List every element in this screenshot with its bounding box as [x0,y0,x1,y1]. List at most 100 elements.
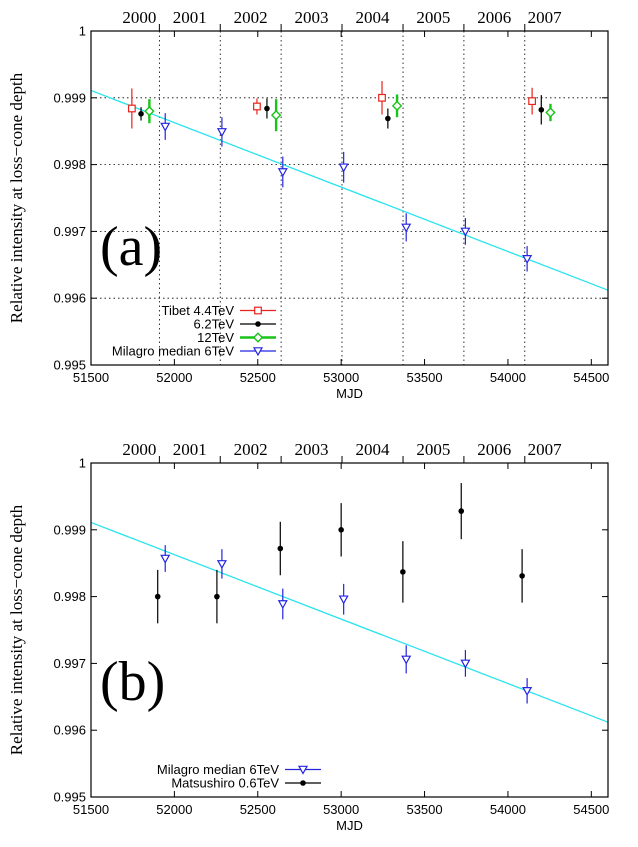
legend-marker [254,306,262,315]
y-tick-label: 1 [79,24,86,39]
data-point [400,569,406,575]
x-tick-label: 53500 [406,370,442,385]
y-axis-label: Relative intensity at loss−cone depth [7,72,26,323]
y-tick-label: 1 [79,456,86,471]
data-point [391,100,403,112]
x-tick-label: 54000 [490,802,526,817]
y-tick-label: 0.998 [53,589,86,604]
series-6-2tev [138,95,545,129]
fit-layer [90,521,609,723]
legend-marker [300,780,306,786]
year-label: 2001 [173,440,207,459]
data-point [264,105,270,112]
data-point [385,115,391,122]
x-axis-label: MJD [336,818,363,833]
tick-layer: 51500 52000 52500 53000 53500 54000 54500 0.995… [53,8,609,385]
y-tick-label: 0.996 [53,291,86,306]
year-label: 2006 [477,440,511,459]
data-point [378,93,386,102]
fit-line [90,89,609,291]
year-label: 2005 [416,8,450,27]
legend-marker [252,332,264,343]
data-point [338,527,344,533]
data-point [519,573,525,579]
year-label: 2005 [416,440,450,459]
legend-entry-12tev: 12TeV [197,330,276,345]
series-tibet-4-4tev [127,81,537,129]
year-label: 2004 [356,8,391,27]
series-12tev [144,94,556,132]
data-point [522,254,533,265]
year-label: 2002 [234,8,268,27]
fit-line [90,521,609,723]
year-label: 2007 [528,440,563,459]
data-point [338,595,349,605]
year-label: 2000 [122,8,156,27]
data-point [277,600,288,610]
y-tick-label: 0.997 [53,656,86,671]
x-tick-label: 53000 [323,802,359,817]
data-point [160,122,171,132]
data-point [216,128,227,138]
legend-label: 6.2TeV [194,317,235,332]
data-point [401,655,412,665]
data-point [401,223,412,233]
legend-label: Milagro median 6TeV [112,344,234,359]
data-point [253,102,261,111]
data-point [460,227,471,237]
data-point [545,107,556,118]
fit-layer [90,89,609,291]
y-tick-label: 0.999 [53,522,86,537]
plot-frame [90,30,609,366]
legend-entry-tibet-4-4tev: Tibet 4.4TeV [161,303,276,318]
series-milagro-median-6tev [160,545,533,704]
data-point [144,105,155,117]
x-tick-label: 52000 [156,370,192,385]
legend-marker [297,765,309,775]
data-point [277,168,288,178]
x-tick-label: 51500 [73,802,109,817]
x-tick-label: 53500 [406,802,442,817]
x-tick-label: 51500 [73,370,109,385]
series-milagro-median-6tev [160,113,533,272]
x-tick-label: 53000 [323,370,359,385]
data-point [216,560,227,570]
tick-layer: 51500 52000 52500 53000 53500 54000 54500 0.995… [53,440,609,817]
legend-entry-milagro-median-6tev: Milagro median 6TeV [112,344,276,359]
legend-label: 12TeV [197,330,234,345]
year-label: 2002 [234,440,268,459]
data-point [214,593,220,600]
data-layer [154,483,533,704]
data-point [127,104,136,113]
panel-a: 51500 52000 52500 53000 53500 54000 54500 0.995… [7,8,609,401]
year-label: 2000 [122,440,156,459]
x-axis-label: MJD [336,386,363,401]
series-matsushiro-0-6tev [154,483,525,624]
legend-label: Milagro median 6TeV [157,762,279,777]
legend-marker [255,321,261,327]
x-tick-label: 54500 [573,802,609,817]
data-point [458,508,465,514]
legend-entry-6-2tev: 6.2TeV [194,317,276,332]
y-axis-label: Relative intensity at loss−cone depth [7,504,26,755]
year-label: 2003 [294,440,328,459]
data-point [538,107,545,113]
panel-b: 51500 52000 52500 53000 53500 54000 54500 0.995… [7,440,609,833]
x-tick-label: 54500 [573,370,609,385]
year-label: 2004 [356,440,391,459]
legend-marker [252,347,264,357]
x-tick-label: 52000 [156,802,192,817]
data-point [277,545,284,552]
data-point [460,659,471,669]
x-tick-label: 52500 [240,370,276,385]
y-tick-label: 0.995 [53,358,86,373]
plot-frame [90,462,609,798]
panel-label: (b) [100,651,165,713]
y-tick-label: 0.996 [53,723,86,738]
data-point [270,109,282,121]
legend-entry-milagro-median-6tev: Milagro median 6TeV [157,762,321,777]
y-tick-label: 0.997 [53,224,86,239]
data-point [160,554,171,564]
